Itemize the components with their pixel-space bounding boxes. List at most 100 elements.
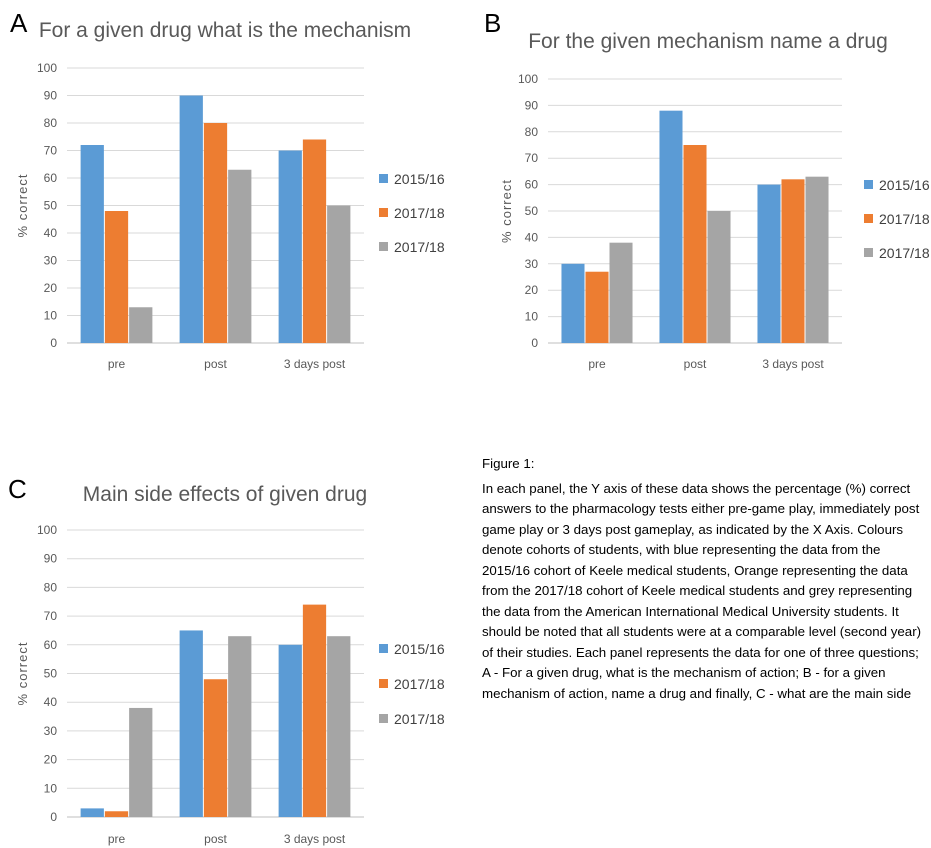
chart-title: For a given drug what is the mechanism bbox=[39, 19, 411, 42]
chart-title: For the given mechanism name a drug bbox=[528, 30, 888, 53]
bar-post-series-0 bbox=[659, 110, 683, 344]
figure-caption: Figure 1: In each panel, the Y axis of t… bbox=[482, 454, 922, 704]
category-label: post bbox=[684, 357, 707, 371]
y-tick-label: 0 bbox=[50, 810, 57, 824]
caption-label: Figure 1: bbox=[482, 456, 535, 471]
legend-label: 2017/18 bbox=[394, 205, 445, 221]
category-label: post bbox=[204, 832, 227, 846]
y-tick-label: 20 bbox=[44, 281, 58, 295]
bar-3-days-post-series-0 bbox=[278, 644, 302, 817]
category-label: 3 days post bbox=[284, 832, 346, 846]
bar-3-days-post-series-2 bbox=[805, 176, 829, 343]
legend-label: 2015/16 bbox=[394, 171, 445, 187]
y-tick-label: 30 bbox=[44, 254, 58, 268]
bar-pre-series-1 bbox=[585, 271, 609, 343]
bar-3-days-post-series-0 bbox=[278, 150, 302, 343]
bar-3-days-post-series-2 bbox=[327, 205, 351, 343]
legend-swatch bbox=[379, 714, 388, 723]
legend-label: 2017/18 bbox=[394, 239, 445, 255]
legend-swatch bbox=[379, 208, 388, 217]
bar-3-days-post-series-0 bbox=[757, 184, 781, 343]
bar-pre-series-0 bbox=[80, 145, 104, 343]
legend-swatch bbox=[379, 242, 388, 251]
y-tick-label: 50 bbox=[44, 667, 58, 681]
y-tick-label: 10 bbox=[44, 309, 58, 323]
bar-pre-series-2 bbox=[609, 242, 633, 343]
legend-label: 2017/18 bbox=[879, 211, 930, 227]
bar-chart-b: For the given mechanism name a drug 0 10 20… bbox=[499, 30, 930, 371]
bar-post-series-0 bbox=[179, 95, 203, 343]
category-label: 3 days post bbox=[284, 357, 346, 371]
bar-post-series-1 bbox=[203, 679, 228, 817]
chart-title: Main side effects of given drug bbox=[83, 483, 367, 506]
y-tick-label: 30 bbox=[525, 257, 539, 271]
bar-3-days-post-series-1 bbox=[781, 179, 805, 343]
bar-post-series-0 bbox=[179, 630, 203, 817]
legend-swatch bbox=[379, 644, 388, 653]
bar-3-days-post-series-1 bbox=[302, 139, 327, 343]
category-label: pre bbox=[588, 357, 606, 371]
y-tick-label: 60 bbox=[44, 171, 58, 185]
y-tick-label: 100 bbox=[518, 72, 538, 86]
bar-chart-c: Main side effects of given drug 0 10 20 30 40… bbox=[15, 483, 445, 846]
panel-letter: C bbox=[8, 474, 27, 504]
bar-pre-series-1 bbox=[104, 211, 129, 343]
y-tick-label: 50 bbox=[44, 199, 58, 213]
y-tick-label: 90 bbox=[44, 89, 58, 103]
legend-swatch bbox=[379, 679, 388, 688]
panel-letter: B bbox=[484, 8, 502, 38]
bar-post-series-2 bbox=[228, 636, 252, 817]
y-tick-label: 40 bbox=[525, 230, 539, 244]
y-tick-label: 100 bbox=[37, 61, 57, 75]
legend-label: 2017/18 bbox=[394, 711, 445, 727]
bar-chart-a: For a given drug what is the mechanism 0 1… bbox=[15, 19, 445, 371]
category-label: post bbox=[204, 357, 227, 371]
y-tick-label: 0 bbox=[50, 336, 57, 350]
y-tick-label: 70 bbox=[525, 151, 539, 165]
y-tick-label: 90 bbox=[525, 98, 539, 112]
y-axis-label: % correct bbox=[499, 179, 514, 243]
bar-3-days-post-series-2 bbox=[327, 636, 351, 817]
bar-post-series-2 bbox=[228, 169, 252, 343]
y-axis-label: % correct bbox=[15, 174, 30, 238]
category-label: 3 days post bbox=[762, 357, 824, 371]
y-tick-label: 30 bbox=[44, 724, 58, 738]
chart-panel-c: C Main side effects of given drug 0 10 20 30… bbox=[0, 458, 470, 848]
bar-pre-series-2 bbox=[129, 307, 153, 343]
caption-text: In each panel, the Y axis of these data … bbox=[482, 480, 922, 701]
legend-label: 2015/16 bbox=[394, 641, 445, 657]
legend-label: 2017/18 bbox=[394, 676, 445, 692]
y-tick-label: 90 bbox=[44, 552, 58, 566]
legend-swatch bbox=[864, 214, 873, 223]
chart-panel-a: A For a given drug what is the mechanism… bbox=[0, 0, 470, 390]
bar-post-series-1 bbox=[203, 123, 228, 343]
bar-pre-series-0 bbox=[80, 808, 104, 817]
bar-pre-series-2 bbox=[129, 707, 153, 817]
bar-pre-series-1 bbox=[104, 811, 129, 817]
y-tick-label: 10 bbox=[525, 310, 539, 324]
y-tick-label: 100 bbox=[37, 523, 57, 537]
panel-letter: A bbox=[10, 8, 28, 38]
legend-swatch bbox=[379, 174, 388, 183]
category-label: pre bbox=[108, 357, 126, 371]
y-tick-label: 80 bbox=[44, 580, 58, 594]
bar-pre-series-0 bbox=[561, 263, 585, 343]
y-tick-label: 70 bbox=[44, 609, 58, 623]
y-tick-label: 20 bbox=[525, 283, 539, 297]
y-tick-label: 80 bbox=[525, 125, 539, 139]
y-axis-label: % correct bbox=[15, 642, 30, 706]
bar-post-series-1 bbox=[683, 145, 707, 343]
y-tick-label: 20 bbox=[44, 753, 58, 767]
y-tick-label: 50 bbox=[525, 204, 539, 218]
bar-3-days-post-series-1 bbox=[302, 604, 327, 817]
legend-swatch bbox=[864, 180, 873, 189]
y-tick-label: 10 bbox=[44, 781, 58, 795]
bar-post-series-2 bbox=[707, 211, 731, 343]
category-label: pre bbox=[108, 832, 126, 846]
chart-panel-b: B For the given mechanism name a drug 0 10… bbox=[478, 0, 931, 390]
legend-label: 2015/16 bbox=[879, 177, 930, 193]
y-tick-label: 80 bbox=[44, 116, 58, 130]
y-tick-label: 40 bbox=[44, 695, 58, 709]
y-tick-label: 60 bbox=[44, 638, 58, 652]
y-tick-label: 40 bbox=[44, 226, 58, 240]
